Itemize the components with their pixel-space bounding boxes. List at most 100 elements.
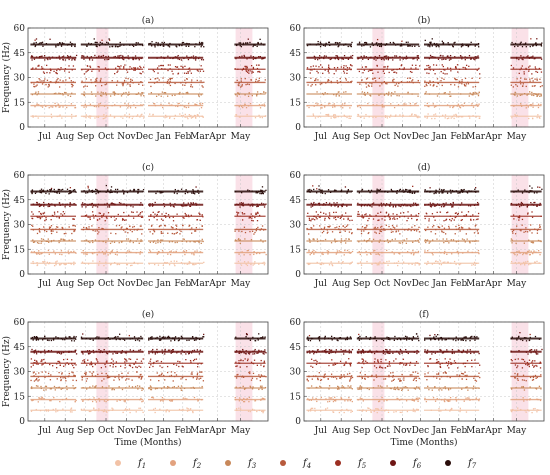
scatter-point [248,371,250,374]
scatter-point [375,42,377,44]
scatter-point [95,78,97,80]
scatter-point [365,250,367,253]
scatter-point [101,251,104,253]
scatter-point [253,353,256,355]
scatter-point [89,216,91,219]
scatter-point [327,250,330,253]
scatter-point [84,372,86,375]
scatter-point [43,212,46,214]
scatter-point [193,114,196,117]
scatter-point [44,260,46,263]
scatter-point [53,385,56,388]
scatter-point [521,386,523,388]
scatter-point [312,397,314,399]
scatter-point [47,372,50,375]
scatter-point [389,217,391,219]
scatter-point [73,224,75,227]
scatter-point [55,105,57,108]
scatter-point [250,55,252,57]
scatter-point [195,226,198,229]
scatter-point [178,365,180,368]
scatter-point [251,377,254,379]
scatter-point [106,377,109,379]
scatter-point [348,117,350,119]
scatter-point [43,226,45,228]
scatter-point [426,72,428,74]
scatter-point [317,59,319,61]
scatter-point [203,46,205,48]
scatter-point [521,46,524,48]
scatter-point [436,85,438,88]
scatter-point [363,91,366,94]
scatter-point [261,116,263,119]
x-tick-label: Dec [136,426,154,436]
scatter-point [113,241,116,243]
scatter-point [98,212,100,214]
x-tick-label: Dec [136,132,154,142]
scatter-point [94,80,96,83]
scatter-point [50,69,52,71]
scatter-point [392,41,394,44]
scatter-point [318,188,320,191]
scatter-point [174,82,176,85]
x-tick-label: Aug [331,132,350,142]
scatter-point [63,358,65,361]
scatter-point [39,79,41,81]
scatter-point [44,335,46,338]
scatter-point [246,398,248,400]
scatter-point [449,106,451,108]
scatter-point [523,71,525,73]
scatter-point [478,117,481,119]
scatter-point [261,375,263,377]
scatter-point [203,261,205,264]
scatter-point [262,410,265,412]
scatter-point [50,116,53,119]
scatter-point [310,407,312,410]
scatter-point [182,397,185,399]
scatter-point [472,214,474,216]
scatter-point [32,339,34,341]
scatter-point [124,114,126,116]
scatter-point [95,214,97,217]
scatter-point [326,232,329,234]
scatter-point [514,42,517,45]
scatter-point [149,113,151,115]
scatter-point [338,261,340,263]
scatter-point [345,79,348,81]
scatter-point [176,192,178,195]
scatter-point [340,251,342,253]
scatter-point [367,407,369,409]
scatter-point [459,107,462,109]
scatter-point [529,45,531,48]
scatter-point [411,113,413,115]
scatter-point [375,116,377,119]
scatter-point [434,205,436,207]
scatter-point [436,211,438,214]
scatter-point [131,379,133,381]
scatter-point [170,250,173,252]
scatter-point [424,397,426,400]
scatter-point [150,358,152,360]
scatter-point [97,233,99,235]
scatter-point [532,242,534,244]
scatter-point [83,226,85,229]
scatter-point [516,85,519,87]
scatter-point [58,92,60,94]
scatter-point [45,192,47,195]
scatter-point [104,83,106,86]
scatter-point [40,242,42,244]
scatter-point [86,70,89,72]
scatter-point [357,105,359,108]
scatter-point [117,263,119,265]
scatter-point [411,374,413,376]
scatter-point [456,213,459,216]
scatter-point [133,261,135,264]
scatter-point [468,65,470,68]
scatter-point [151,45,153,47]
scatter-point [92,365,94,368]
scatter-point [406,251,409,253]
scatter-point [63,55,65,57]
scatter-point [35,85,37,87]
scatter-point [359,261,362,263]
scatter-point [320,386,322,388]
